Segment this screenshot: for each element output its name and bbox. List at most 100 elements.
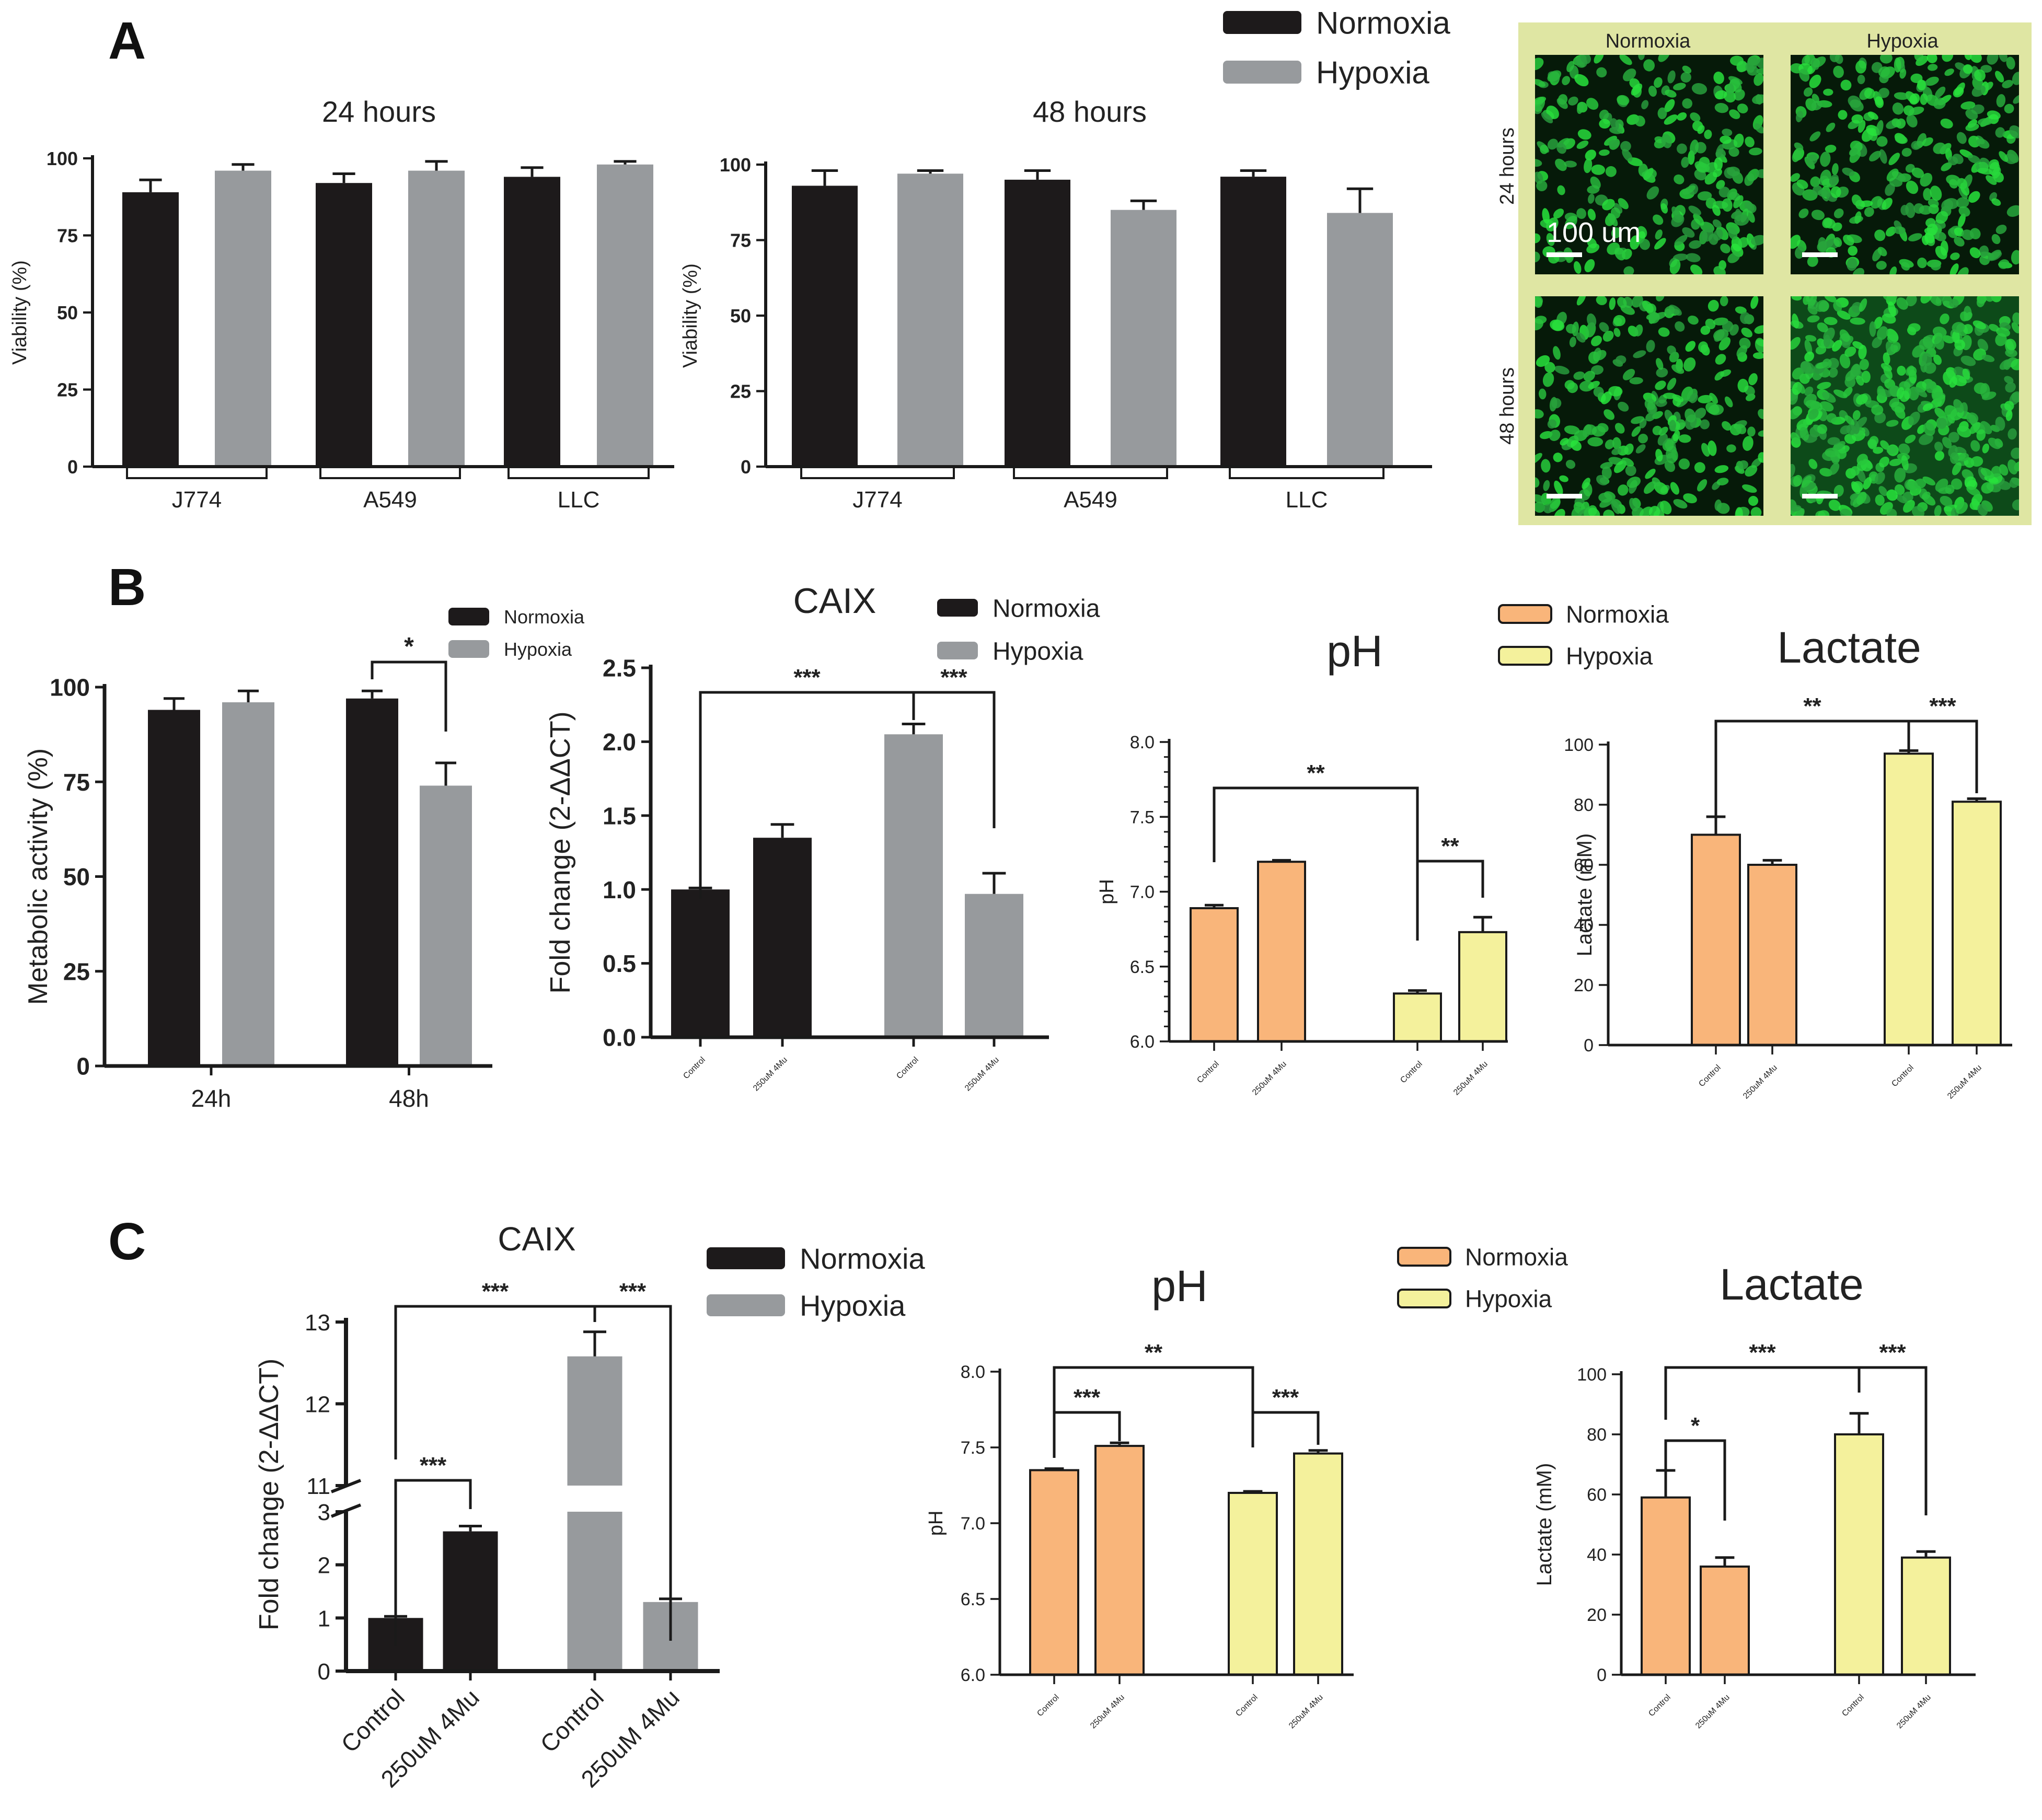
- cell-nucleus: [1591, 164, 1606, 175]
- cell-nucleus: [1705, 318, 1716, 329]
- cell-nucleus: [1597, 423, 1609, 433]
- cell-nucleus: [1583, 370, 1595, 381]
- cell-nucleus: [1535, 502, 1545, 513]
- cell-nucleus: [1911, 167, 1924, 178]
- legend-label: Hypoxia: [800, 1289, 906, 1322]
- cell-nucleus: [1931, 262, 1941, 271]
- cell-nucleus: [1669, 259, 1681, 274]
- legend-swatch: [937, 642, 978, 659]
- cell-nucleus: [1794, 508, 1805, 516]
- cell-nucleus: [1747, 426, 1756, 437]
- cell-nucleus: [1549, 430, 1561, 441]
- significance-bracket: [1251, 1411, 1320, 1447]
- cell-nucleus: [1949, 263, 1959, 274]
- cell-nucleus: [1714, 371, 1724, 381]
- cell-nucleus: [1857, 75, 1865, 85]
- y-tick-label: 40: [1574, 915, 1594, 935]
- cell-nucleus: [1620, 141, 1631, 152]
- bar: [1884, 752, 1934, 1046]
- cell-nucleus: [1968, 155, 1980, 164]
- bar: [1257, 861, 1306, 1042]
- cell-nucleus: [1643, 59, 1655, 72]
- cell-nucleus: [1625, 465, 1636, 477]
- cell-nucleus: [1898, 443, 1910, 455]
- cell-nucleus: [1856, 492, 1867, 505]
- cell-nucleus: [1535, 251, 1540, 262]
- bar: [567, 1356, 622, 1486]
- cell-nucleus: [1709, 392, 1718, 404]
- cell-nucleus: [1818, 510, 1830, 516]
- cell-nucleus: [1697, 479, 1708, 492]
- cell-nucleus: [1728, 147, 1739, 157]
- cell-nucleus: [1729, 109, 1740, 119]
- cell-nucleus: [1829, 174, 1839, 186]
- cell-nucleus: [1970, 440, 1980, 452]
- cell-nucleus: [1645, 412, 1656, 422]
- cell-nucleus: [1792, 367, 1804, 380]
- bar: [148, 710, 200, 1066]
- cell-nucleus: [1859, 298, 1867, 312]
- cell-nucleus: [1654, 238, 1666, 250]
- cell-nucleus: [1720, 135, 1732, 144]
- cell-nucleus: [1855, 416, 1867, 429]
- cell-nucleus: [1917, 79, 1926, 91]
- cell-nucleus: [1852, 268, 1865, 274]
- cell-nucleus: [1576, 332, 1586, 343]
- cell-nucleus: [1976, 138, 1990, 149]
- cell-nucleus: [1661, 134, 1672, 148]
- legend-label: Normoxia: [1566, 601, 1669, 628]
- cell-nucleus: [1809, 74, 1821, 88]
- cell-nucleus: [1752, 352, 1763, 360]
- cell-nucleus: [1639, 238, 1651, 250]
- cell-nucleus: [1953, 87, 1964, 98]
- bar-lower-segment: [567, 1512, 622, 1671]
- cell-nucleus: [1591, 335, 1602, 346]
- significance-label: **: [1803, 693, 1821, 719]
- bar: [597, 164, 653, 467]
- cell-nucleus: [1964, 55, 1972, 60]
- legend: Normoxia Hypoxia: [937, 595, 1100, 665]
- cell-nucleus: [1906, 114, 1918, 127]
- cell-nucleus: [1608, 140, 1619, 148]
- cell-nucleus: [1678, 434, 1691, 443]
- cell-nucleus: [1622, 148, 1633, 162]
- cell-nucleus: [1653, 214, 1664, 225]
- cell-nucleus: [1742, 436, 1753, 451]
- bar: [1029, 1469, 1079, 1676]
- cell-nucleus: [1933, 354, 1942, 365]
- cell-nucleus: [1977, 504, 1988, 516]
- cell-nucleus: [1738, 237, 1749, 248]
- cell-nucleus: [1840, 79, 1852, 91]
- cell-nucleus: [1551, 398, 1562, 409]
- cell-nucleus: [1920, 93, 1928, 105]
- cell-nucleus: [1952, 322, 1965, 333]
- cell-nucleus: [1585, 149, 1596, 161]
- cell-nucleus: [1622, 368, 1635, 380]
- cell-nucleus: [1807, 315, 1820, 323]
- cell-nucleus: [1807, 305, 1818, 315]
- cell-nucleus: [1861, 370, 1871, 384]
- y-tick-label: 11: [306, 1474, 330, 1499]
- cell-nucleus: [1535, 96, 1547, 105]
- cell-nucleus: [1568, 96, 1578, 106]
- legend-label: Normoxia: [1465, 1244, 1568, 1271]
- bar: [753, 838, 812, 1037]
- cell-nucleus: [1588, 193, 1595, 204]
- y-tick-label: 25: [63, 958, 90, 985]
- cell-nucleus: [1656, 367, 1668, 378]
- cell-nucleus: [1547, 419, 1557, 429]
- cell-nucleus: [1995, 127, 2005, 138]
- cell-nucleus: [1999, 55, 2008, 62]
- cell-nucleus: [1896, 494, 1908, 504]
- cell-nucleus: [1833, 65, 1844, 78]
- cell-nucleus: [1715, 90, 1727, 100]
- cell-nucleus: [1999, 359, 2012, 370]
- cell-nucleus: [1948, 432, 1959, 443]
- cell-nucleus: [1924, 232, 1935, 244]
- cell-nucleus: [1605, 166, 1617, 177]
- cell-nucleus: [1754, 123, 1763, 134]
- cell-nucleus: [1612, 437, 1621, 450]
- cell-nucleus: [2011, 250, 2019, 265]
- y-tick-label: 25: [57, 379, 78, 400]
- y-tick-label: 0: [741, 456, 751, 478]
